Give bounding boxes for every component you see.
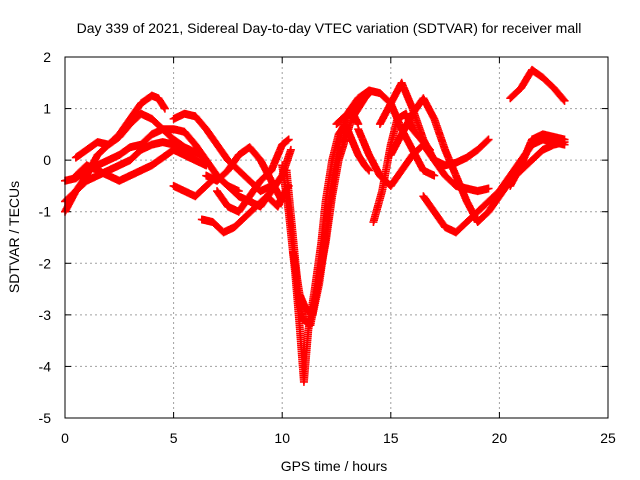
x-tick-label: 15	[383, 430, 399, 446]
x-tick-label: 20	[492, 430, 508, 446]
series-arc18	[506, 65, 569, 105]
y-tick-label: 1	[43, 101, 51, 117]
x-tick-labels: 0 5 10 15 20 25	[61, 430, 616, 446]
data-point-markers	[71, 109, 206, 162]
y-tick-label: -1	[39, 204, 52, 220]
series-arc4	[71, 109, 206, 162]
y-tick-labels: -5 -4 -3 -2 -1 0 1 2	[39, 49, 52, 426]
data-point-markers	[506, 130, 569, 190]
y-axis-label: SDTVAR / TECUs	[6, 181, 22, 293]
y-tick-label: 0	[43, 152, 51, 168]
grid-layer	[64, 56, 609, 419]
data-point-markers	[71, 145, 211, 185]
data-layer	[61, 65, 569, 386]
y-tick-label: -2	[39, 255, 52, 271]
series-arc5	[71, 145, 211, 185]
plot-frame	[64, 56, 609, 419]
y-tick-label: 2	[43, 49, 51, 65]
y-tick-label: -5	[39, 410, 52, 426]
x-tick-label: 0	[61, 430, 69, 446]
data-point-markers	[375, 78, 493, 170]
data-point-markers	[213, 135, 293, 216]
x-tick-label: 5	[170, 430, 178, 446]
series-arc17	[506, 130, 569, 190]
x-tick-label: 25	[600, 430, 616, 446]
series-arc7	[169, 109, 276, 196]
chart-title: Day 339 of 2021, Sidereal Day-to-day VTE…	[77, 20, 582, 36]
y-tick-label: -3	[39, 307, 52, 323]
x-axis-label: GPS time / hours	[281, 458, 388, 474]
x-tick-label: 10	[274, 430, 290, 446]
series-arc10	[213, 135, 293, 216]
series-arc14	[375, 78, 493, 170]
data-point-markers	[169, 109, 276, 196]
y-tick-label: -4	[39, 358, 52, 374]
data-point-markers	[506, 65, 569, 105]
